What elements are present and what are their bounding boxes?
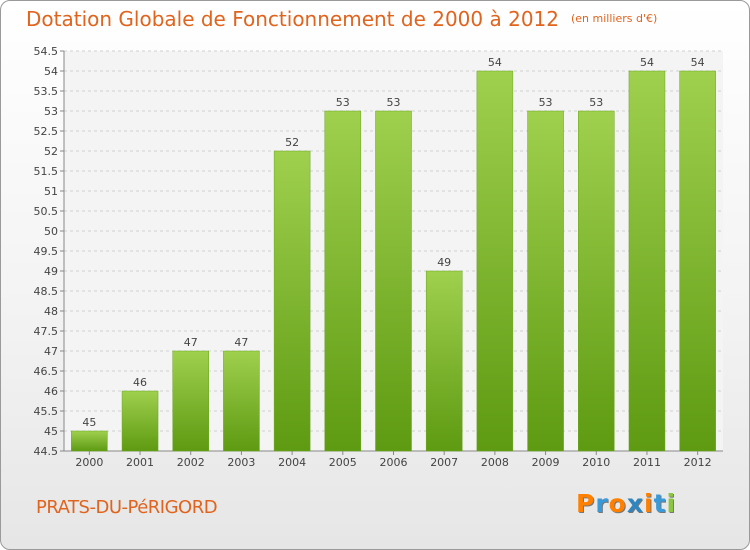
y-tick-label: 46: [44, 385, 58, 398]
logo-letter: i: [666, 489, 677, 518]
y-tick-label: 48: [44, 305, 58, 318]
x-tick-label: 2005: [329, 456, 357, 469]
y-tick-label: 50: [44, 225, 58, 238]
x-tick-label: 2010: [582, 456, 610, 469]
y-tick-label: 51.5: [34, 165, 59, 178]
chart-title: Dotation Globale de Fonctionnement de 20…: [26, 7, 657, 31]
logo-letter: t: [653, 489, 667, 518]
bar-value-label: 49: [437, 256, 451, 269]
y-tick-label: 45: [44, 425, 58, 438]
x-tick-label: 2007: [430, 456, 458, 469]
x-tick-label: 2008: [481, 456, 509, 469]
bar-value-label: 47: [234, 336, 248, 349]
bar-value-label: 53: [589, 96, 603, 109]
y-tick-label: 45.5: [34, 405, 59, 418]
y-tick-label: 54: [44, 65, 58, 78]
bar: [324, 110, 362, 452]
proxiti-logo[interactable]: Proxiti: [576, 489, 676, 518]
bar: [172, 350, 209, 452]
x-tick-label: 2001: [126, 456, 154, 469]
x-tick-label: 2011: [633, 456, 661, 469]
y-tick-label: 44.5: [34, 445, 59, 458]
y-tick-label: 48.5: [34, 285, 59, 298]
town-name: PRATS-DU-PéRIGORD: [36, 497, 218, 518]
y-tick-label: 51: [44, 185, 58, 198]
bar-value-label: 54: [640, 56, 654, 69]
x-tick-label: 2002: [177, 456, 205, 469]
y-tick-label: 52: [44, 145, 58, 158]
logo-letter: i: [644, 489, 654, 518]
y-tick-label: 54.5: [34, 45, 59, 58]
logo-letter: x: [626, 489, 644, 518]
bar-value-label: 53: [539, 96, 553, 109]
y-tick-label: 49.5: [34, 245, 59, 258]
bar-value-label: 54: [488, 56, 502, 69]
bar: [121, 390, 159, 452]
bar-value-label: 46: [133, 376, 147, 389]
x-tick-label: 2009: [532, 456, 560, 469]
bar-value-label: 47: [184, 336, 198, 349]
bar: [527, 110, 564, 452]
bar-value-label: 52: [285, 136, 299, 149]
logo-letter: P: [576, 489, 596, 518]
y-tick-label: 46.5: [34, 365, 59, 378]
y-tick-label: 47: [44, 345, 58, 358]
bar: [71, 430, 108, 452]
y-tick-label: 52.5: [34, 125, 59, 138]
logo-letter: o: [608, 489, 627, 518]
chart-unit: (en milliers d'€): [571, 12, 658, 25]
bar: [628, 70, 666, 452]
x-tick-label: 2004: [278, 456, 306, 469]
y-tick-label: 49: [44, 265, 58, 278]
bar-value-label: 54: [691, 56, 705, 69]
bar: [223, 350, 260, 452]
x-tick-label: 2012: [684, 456, 712, 469]
bar: [476, 70, 514, 452]
bar: [679, 70, 716, 452]
x-tick-label: 2000: [75, 456, 103, 469]
logo-letter: r: [595, 489, 609, 518]
x-tick-label: 2003: [227, 456, 255, 469]
y-tick-label: 50.5: [34, 205, 59, 218]
bar-value-label: 53: [336, 96, 350, 109]
bar: [425, 270, 463, 452]
x-tick-label: 2006: [380, 456, 408, 469]
y-tick-label: 53.5: [34, 85, 59, 98]
bar-value-label: 45: [82, 416, 96, 429]
y-tick-label: 47.5: [34, 325, 59, 338]
y-tick-label: 53: [44, 105, 58, 118]
chart-title-text: Dotation Globale de Fonctionnement de 20…: [26, 7, 559, 31]
bar: [273, 150, 311, 452]
bar: [375, 110, 412, 452]
bar: [578, 110, 615, 452]
bar-value-label: 53: [387, 96, 401, 109]
